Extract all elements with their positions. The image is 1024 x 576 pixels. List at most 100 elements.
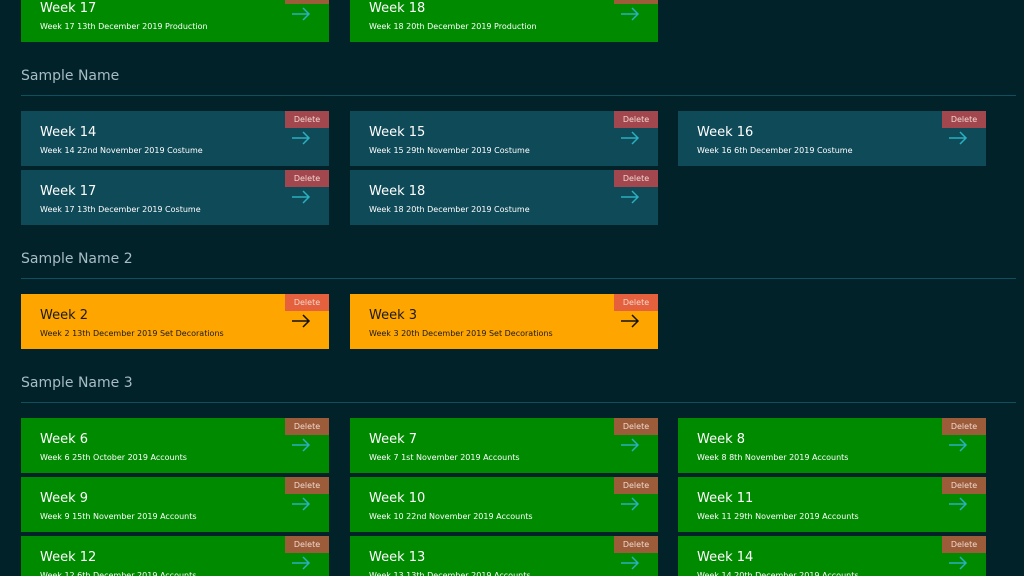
section-heading: Sample Name (21, 68, 120, 84)
card[interactable]: Week 18 Week 18 20th December 2019 Costum… (350, 170, 658, 225)
card[interactable]: Week 17 Week 17 13th December 2019 Costum… (21, 170, 329, 225)
card-title: Week 9 (40, 491, 89, 506)
section-divider (21, 278, 1016, 279)
arrow-path (949, 438, 968, 452)
card[interactable]: Week 12 Week 12 6th December 2019 Account… (21, 536, 329, 576)
card[interactable]: Week 10 Week 10 22nd November 2019 Accoun… (350, 477, 658, 532)
card-subtitle: Week 14 22nd November 2019 Costume (40, 146, 203, 155)
delete-button[interactable]: Delete (614, 170, 658, 187)
arrow-icon[interactable] (948, 130, 968, 146)
card[interactable]: Week 14 Week 14 20th December 2019 Accoun… (678, 536, 986, 576)
section-divider (21, 95, 1016, 96)
card-subtitle: Week 14 20th December 2019 Accounts (697, 571, 859, 576)
card-title: Week 6 (40, 432, 89, 447)
card-title: Week 16 (697, 125, 754, 140)
arrow-path (621, 497, 640, 511)
delete-button[interactable]: Delete (614, 477, 658, 494)
card[interactable]: Week 7 Week 7 1st November 2019 Accounts D… (350, 418, 658, 473)
arrow-path (292, 190, 311, 204)
arrow-icon[interactable] (291, 313, 311, 329)
section-divider (21, 402, 1016, 403)
arrow-icon[interactable] (291, 6, 311, 22)
card[interactable]: Week 9 Week 9 15th November 2019 Accounts… (21, 477, 329, 532)
arrow-path (621, 556, 640, 570)
card[interactable]: Week 6 Week 6 25th October 2019 Accounts D… (21, 418, 329, 473)
card-subtitle: Week 17 13th December 2019 Costume (40, 205, 201, 214)
arrow-icon[interactable] (291, 555, 311, 571)
delete-button[interactable]: Delete (285, 294, 329, 311)
card-subtitle: Week 2 13th December 2019 Set Decoration… (40, 329, 224, 338)
arrow-icon[interactable] (948, 437, 968, 453)
card[interactable]: Week 14 Week 14 22nd November 2019 Costum… (21, 111, 329, 166)
arrow-path (621, 131, 640, 145)
arrow-icon[interactable] (620, 6, 640, 22)
card[interactable]: Week 11 Week 11 29th November 2019 Accoun… (678, 477, 986, 532)
delete-button[interactable]: Delete (285, 0, 329, 4)
delete-button[interactable]: Delete (285, 536, 329, 553)
arrow-icon[interactable] (620, 555, 640, 571)
arrow-icon[interactable] (291, 189, 311, 205)
arrow-icon[interactable] (620, 189, 640, 205)
arrow-icon[interactable] (291, 496, 311, 512)
card-title: Week 18 (369, 184, 426, 199)
arrow-icon[interactable] (291, 130, 311, 146)
card-subtitle: Week 13 13th December 2019 Accounts (369, 571, 531, 576)
card-title: Week 14 (697, 550, 754, 565)
delete-button[interactable]: Delete (285, 477, 329, 494)
delete-button[interactable]: Delete (614, 111, 658, 128)
arrow-path (292, 7, 311, 21)
card[interactable]: Week 13 Week 13 13th December 2019 Accoun… (350, 536, 658, 576)
arrow-icon[interactable] (291, 437, 311, 453)
card-subtitle: Week 8 8th November 2019 Accounts (697, 453, 849, 462)
delete-button[interactable]: Delete (614, 0, 658, 4)
card-title: Week 17 (40, 184, 97, 199)
arrow-path (621, 7, 640, 21)
arrow-icon[interactable] (620, 496, 640, 512)
card-subtitle: Week 10 22nd November 2019 Accounts (369, 512, 533, 521)
delete-button[interactable]: Delete (942, 111, 986, 128)
card-title: Week 18 (369, 1, 426, 16)
card-subtitle: Week 3 20th December 2019 Set Decoration… (369, 329, 553, 338)
card-title: Week 13 (369, 550, 426, 565)
card-subtitle: Week 17 13th December 2019 Production (40, 22, 208, 31)
card-title: Week 17 (40, 1, 97, 16)
card-subtitle: Week 12 6th December 2019 Accounts (40, 571, 197, 576)
card-title: Week 12 (40, 550, 97, 565)
arrow-path (292, 314, 311, 328)
card[interactable]: Week 15 Week 15 29th November 2019 Costum… (350, 111, 658, 166)
delete-button[interactable]: Delete (285, 170, 329, 187)
arrow-path (949, 131, 968, 145)
card-subtitle: Week 11 29th November 2019 Accounts (697, 512, 859, 521)
card[interactable]: Week 3 Week 3 20th December 2019 Set Deco… (350, 294, 658, 349)
delete-button[interactable]: Delete (614, 418, 658, 435)
arrow-icon[interactable] (620, 437, 640, 453)
arrow-icon[interactable] (948, 555, 968, 571)
card-title: Week 8 (697, 432, 746, 447)
card-subtitle: Week 18 20th December 2019 Costume (369, 205, 530, 214)
arrow-icon[interactable] (620, 313, 640, 329)
delete-button[interactable]: Delete (285, 111, 329, 128)
delete-button[interactable]: Delete (942, 418, 986, 435)
card-title: Week 2 (40, 308, 89, 323)
section-heading: Sample Name 2 (21, 251, 133, 267)
card[interactable]: Week 17 Week 17 13th December 2019 Produc… (21, 0, 329, 42)
card-title: Week 7 (369, 432, 418, 447)
arrow-icon[interactable] (620, 130, 640, 146)
delete-button[interactable]: Delete (614, 536, 658, 553)
card[interactable]: Week 18 Week 18 20th December 2019 Produc… (350, 0, 658, 42)
arrow-icon[interactable] (948, 496, 968, 512)
card-title: Week 14 (40, 125, 97, 140)
card-subtitle: Week 15 29th November 2019 Costume (369, 146, 530, 155)
delete-button[interactable]: Delete (942, 477, 986, 494)
card[interactable]: Week 8 Week 8 8th November 2019 Accounts D… (678, 418, 986, 473)
card[interactable]: Week 16 Week 16 6th December 2019 Costume… (678, 111, 986, 166)
section-heading: Sample Name 3 (21, 375, 133, 391)
delete-button[interactable]: Delete (614, 294, 658, 311)
delete-button[interactable]: Delete (285, 418, 329, 435)
arrow-path (949, 556, 968, 570)
card-subtitle: Week 16 6th December 2019 Costume (697, 146, 853, 155)
card-title: Week 3 (369, 308, 418, 323)
arrow-path (292, 556, 311, 570)
delete-button[interactable]: Delete (942, 536, 986, 553)
card[interactable]: Week 2 Week 2 13th December 2019 Set Deco… (21, 294, 329, 349)
